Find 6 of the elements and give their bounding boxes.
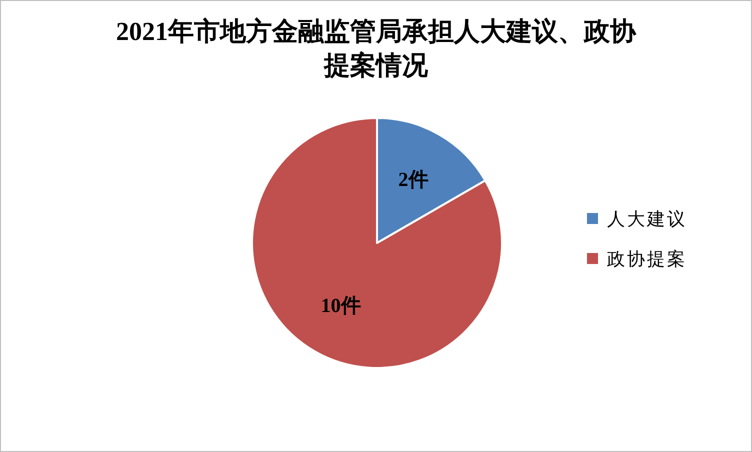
legend-label: 人大建议 xyxy=(607,209,687,229)
data-label: 10件 xyxy=(320,294,361,317)
legend-label: 政协提案 xyxy=(607,249,687,269)
data-label: 2件 xyxy=(398,169,428,192)
pie-slice xyxy=(251,117,503,369)
chart-title: 2021年市地方金融监管局承担人大建议、政协提案情况 xyxy=(115,16,638,82)
